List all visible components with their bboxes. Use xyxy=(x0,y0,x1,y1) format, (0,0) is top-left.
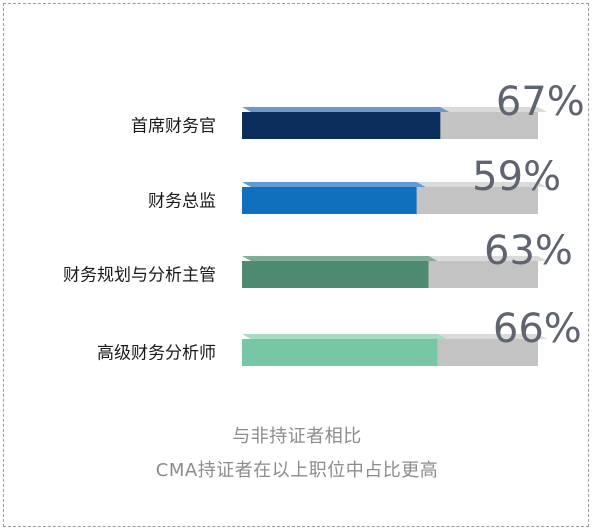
bar xyxy=(242,339,438,366)
bar-top xyxy=(242,182,426,187)
bar xyxy=(242,112,441,139)
caption-line-2: CMA持证者在以上职位中占比更高 xyxy=(155,460,439,481)
caption-line-1: 与非持证者相比 xyxy=(232,426,362,447)
value-label: 59% xyxy=(472,154,561,200)
value-label: 66% xyxy=(493,306,582,352)
bar-chart: 首席财务官 67% 财务总监 59% 财务规划与分析主管 63% 高级财务分析师 66% xyxy=(63,79,585,366)
category-label: 财务规划与分析主管 xyxy=(63,266,216,286)
bar-top xyxy=(242,256,438,261)
dashed-frame xyxy=(3,3,589,527)
bar-top xyxy=(242,107,450,112)
value-label: 63% xyxy=(484,228,573,274)
category-label: 首席财务官 xyxy=(131,117,216,137)
bar xyxy=(242,187,417,214)
category-label: 财务总监 xyxy=(148,192,216,212)
bar-top xyxy=(242,334,447,339)
category-label: 高级财务分析师 xyxy=(97,344,216,364)
bar xyxy=(242,261,429,288)
value-label: 67% xyxy=(496,79,585,125)
